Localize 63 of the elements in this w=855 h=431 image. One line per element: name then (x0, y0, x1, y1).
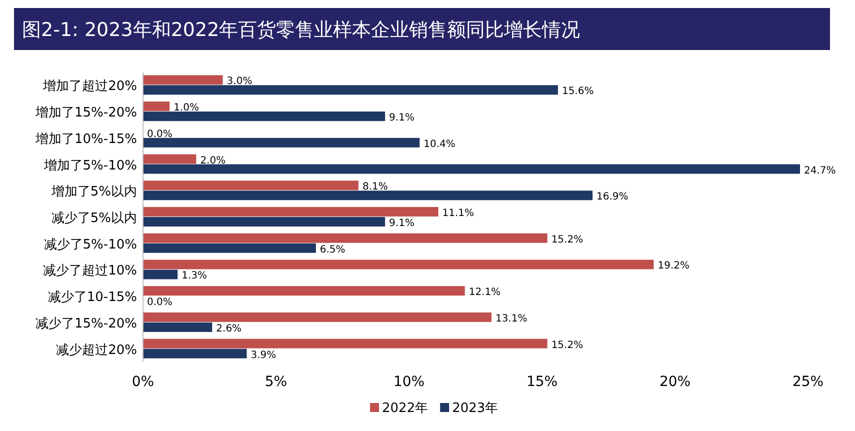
y-tick-label: 增加了15%-20% (34, 106, 137, 121)
data-label: 11.1% (442, 208, 474, 219)
bar (143, 243, 316, 253)
bar (143, 207, 438, 216)
x-tick-label: 20% (659, 374, 691, 390)
data-label: 10.4% (424, 138, 456, 150)
bar (143, 180, 358, 190)
bar (143, 164, 800, 174)
data-label: 9.1% (389, 112, 414, 124)
bar (143, 233, 548, 243)
y-tick-label: 增加了5%-10% (42, 158, 137, 174)
data-label: 3.9% (250, 350, 276, 361)
bar (143, 312, 492, 322)
x-tick-label: 5% (264, 374, 288, 390)
bar (143, 260, 654, 270)
data-label: 0.0% (147, 297, 172, 308)
y-tick-label: 减少了5%-10% (44, 237, 137, 252)
data-label: 19.2% (658, 260, 690, 272)
title-banner: 图2-1: 2023年和2022年百货零售业样本企业销售额同比增长情况 (14, 8, 830, 50)
data-label: 0.0% (147, 128, 172, 140)
data-label: 8.1% (362, 182, 388, 193)
bar (143, 270, 178, 280)
data-label: 2.0% (200, 155, 226, 166)
legend-label: 2022年 (382, 401, 428, 416)
bar (143, 322, 212, 332)
x-tick-label: 15% (526, 374, 558, 390)
bar (143, 138, 420, 148)
bar (143, 75, 223, 85)
y-tick-label: 增加了超过20% (42, 79, 137, 94)
data-label: 6.5% (320, 244, 346, 256)
data-label: 16.9% (596, 192, 628, 203)
data-label: 3.0% (226, 76, 252, 88)
y-tick-label: 减少了10-15% (48, 290, 137, 306)
data-label: 12.1% (468, 287, 501, 298)
data-label: 2.6% (216, 323, 242, 334)
bar (143, 85, 558, 95)
data-label: 13.1% (495, 313, 528, 324)
bar (143, 338, 548, 348)
data-label: 15.2% (551, 234, 584, 246)
data-label: 15.2% (551, 340, 584, 351)
x-tick-label: 0% (132, 374, 154, 390)
bar (143, 154, 196, 164)
y-tick-label: 增加了10%-15% (34, 132, 137, 147)
x-tick-label: 10% (393, 374, 425, 390)
y-tick-label: 减少了5%以内 (51, 211, 137, 226)
bar (143, 286, 465, 296)
data-label: 24.7% (804, 165, 836, 176)
bar (143, 112, 386, 122)
data-label: 1.3% (182, 270, 207, 282)
y-tick-label: 增加了5%以内 (50, 184, 137, 200)
chart-title: 图2-1: 2023年和2022年百货零售业样本企业销售额同比增长情况 (22, 19, 580, 41)
legend-label: 2023年 (452, 401, 498, 416)
bar (143, 102, 170, 112)
y-tick-label: 减少超过20% (56, 342, 137, 358)
data-label: 15.6% (562, 86, 594, 98)
bar (143, 190, 593, 200)
y-tick-label: 减少了15%-20% (36, 316, 137, 332)
bar (143, 348, 247, 358)
x-tick-label: 25% (792, 374, 824, 390)
bar (143, 217, 386, 226)
data-label: 9.1% (389, 218, 414, 229)
data-label: 1.0% (174, 102, 200, 114)
y-tick-label: 减少了超过10% (43, 264, 137, 279)
